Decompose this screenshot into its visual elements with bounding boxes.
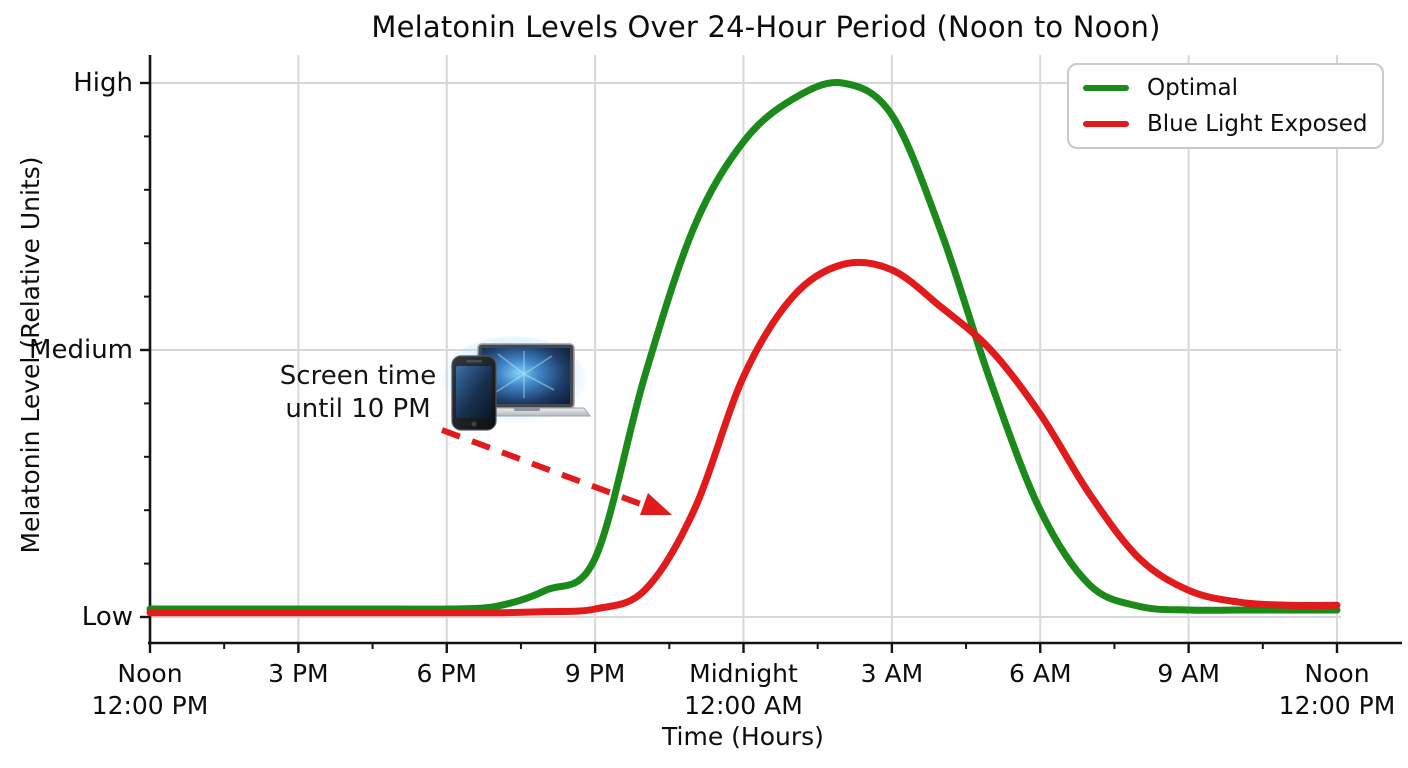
legend-label: Blue Light Exposed [1147,111,1368,137]
y-tick-label: High [73,68,133,98]
x-tick-label: 3 AM [860,659,924,688]
chart-title: Melatonin Levels Over 24-Hour Period (No… [371,10,1161,44]
data-curves [146,79,1341,617]
annotation-line-1: Screen time [279,361,437,391]
blue-light-devices-icon [442,336,591,431]
legend-item-optimal: Optimal [1083,73,1368,103]
optimal-curve [146,79,1341,614]
legend-label: Optimal [1147,75,1239,101]
y-tick-label: Low [81,602,133,632]
y-tick-label: Medium [29,335,133,365]
x-tick-label: 9 AM [1157,659,1220,688]
annotation-line-2: until 10 PM [285,394,431,424]
blue-light-curve [146,258,1341,617]
blue-light-line-swatch-icon [1083,121,1129,127]
legend-item-blue-light: Blue Light Exposed [1083,109,1368,139]
optimal-line-swatch-icon [1083,85,1129,91]
legend: Optimal Blue Light Exposed [1067,63,1384,149]
x-tick-label: Midnight 12:00 AM [684,659,803,720]
x-tick-label: 9 PM [564,659,626,688]
x-tick-label: 6 AM [1008,659,1072,688]
x-axis-label: Time (Hours) [662,722,824,751]
tick-marks [140,81,1339,653]
screen-time-annotation: Screen time until 10 PM [238,360,478,426]
x-tick-label: 3 PM [268,659,329,688]
annotation-arrow [440,427,672,515]
x-tick-label: Noon 12:00 PM [91,659,209,720]
x-tick-label: 6 PM [416,659,478,688]
x-tick-label: Noon 12:00 PM [1278,659,1396,720]
phone-icon [451,355,497,431]
